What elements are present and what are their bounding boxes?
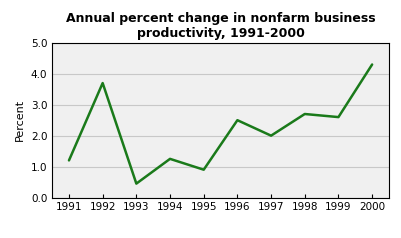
Title: Annual percent change in nonfarm business
productivity, 1991-2000: Annual percent change in nonfarm busines… xyxy=(66,12,375,40)
Y-axis label: Percent: Percent xyxy=(15,99,25,141)
